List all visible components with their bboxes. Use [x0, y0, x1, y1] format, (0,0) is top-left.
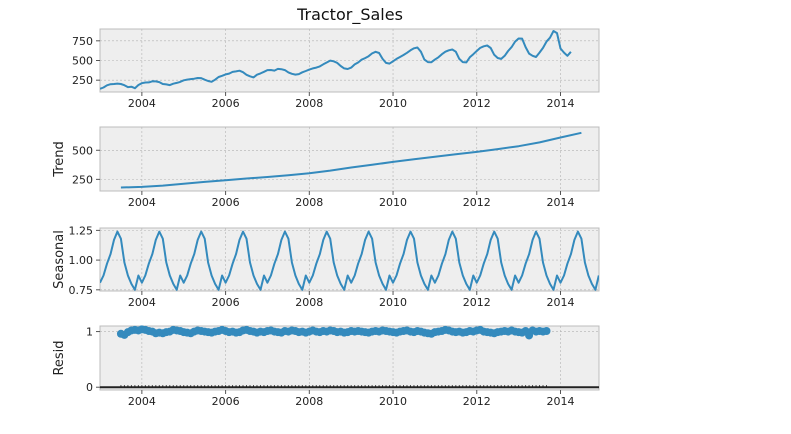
x-tick-label: 2014 — [546, 97, 574, 110]
x-tick-label: 2006 — [212, 395, 240, 408]
series-line — [120, 131, 582, 189]
plot-area — [99, 126, 600, 192]
x-tick-label: 2012 — [463, 395, 491, 408]
x-tick-label: 2010 — [379, 296, 407, 309]
x-tick-label: 2014 — [546, 196, 574, 209]
y-tick-label: 0.75 — [69, 284, 94, 297]
x-tick-label: 2008 — [295, 196, 323, 209]
seasonal-panel: 2004 2006 2008 2010 2012 2014 0.75 1.00 1.25Seas… — [52, 224, 600, 309]
x-tick-label: 2006 — [212, 296, 240, 309]
y-tick-label: 1.25 — [69, 224, 94, 237]
x-tick-label: 2006 — [212, 196, 240, 209]
observed-panel: 2004 2006 2008 2010 2012 2014 250 500 750 — [72, 28, 600, 110]
y-axis-label: Trend — [52, 141, 67, 178]
x-tick-label: 2012 — [463, 97, 491, 110]
x-tick-label: 2004 — [128, 296, 156, 309]
y-axis-label: Resid — [52, 340, 67, 375]
x-tick-label: 2010 — [379, 196, 407, 209]
y-tick-label: 750 — [72, 35, 93, 48]
x-tick-label: 2006 — [212, 97, 240, 110]
x-tick-label: 2008 — [295, 97, 323, 110]
y-tick-label: 0 — [86, 381, 93, 394]
x-tick-label: 2004 — [128, 196, 156, 209]
x-tick-label: 2014 — [546, 395, 574, 408]
x-tick-label: 2014 — [546, 296, 574, 309]
x-tick-label: 2008 — [295, 395, 323, 408]
figure-title: Tractor_Sales — [296, 5, 403, 25]
x-tick-label: 2010 — [379, 97, 407, 110]
resid-point — [542, 327, 551, 336]
y-tick-label: 250 — [72, 74, 93, 87]
trend-panel: 2004 2006 2008 2010 2012 2014 250 500 Trend — [52, 126, 600, 209]
y-tick-label: 1.00 — [69, 254, 94, 267]
x-tick-label: 2004 — [128, 97, 156, 110]
y-tick-label: 250 — [72, 173, 93, 186]
resid-panel: 2004 2006 2008 2010 2012 2014 0 1 Resid — [52, 325, 600, 408]
series-line — [100, 230, 599, 291]
plot-area — [99, 227, 600, 292]
y-tick-label: 500 — [72, 55, 93, 68]
x-tick-label: 2012 — [463, 296, 491, 309]
x-tick-label: 2008 — [295, 296, 323, 309]
series-line — [100, 30, 572, 90]
y-axis-label: Seasonal — [52, 230, 67, 289]
y-tick-label: 500 — [72, 144, 93, 157]
x-tick-label: 2004 — [128, 395, 156, 408]
y-tick-label: 1 — [86, 326, 93, 339]
plot-area — [99, 325, 600, 391]
x-tick-label: 2010 — [379, 395, 407, 408]
x-tick-label: 2012 — [463, 196, 491, 209]
